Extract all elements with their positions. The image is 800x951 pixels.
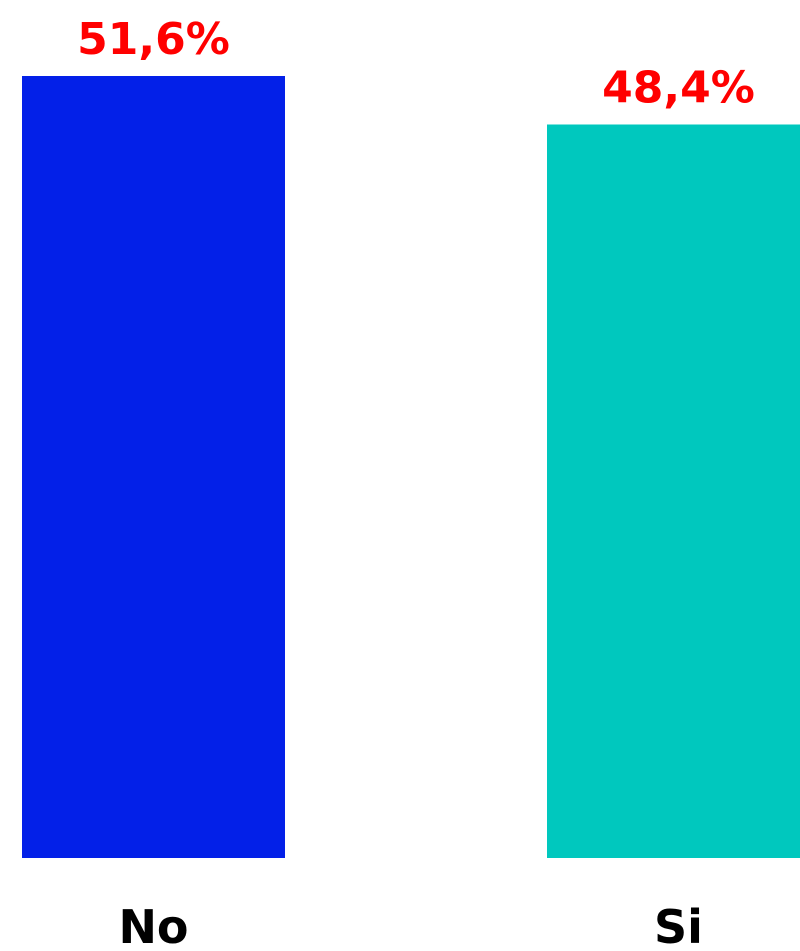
- category-label-si: Si: [654, 900, 703, 951]
- category-labels-group: No Si: [118, 900, 703, 951]
- bar-si: [547, 124, 800, 859]
- bars-group: [22, 76, 800, 859]
- category-label-no: No: [118, 900, 188, 951]
- value-label-si: 48,4%: [602, 62, 755, 113]
- value-label-no: 51,6%: [77, 14, 230, 65]
- value-labels-group: 51,6% 48,4%: [77, 14, 755, 113]
- bar-no: [22, 76, 285, 858]
